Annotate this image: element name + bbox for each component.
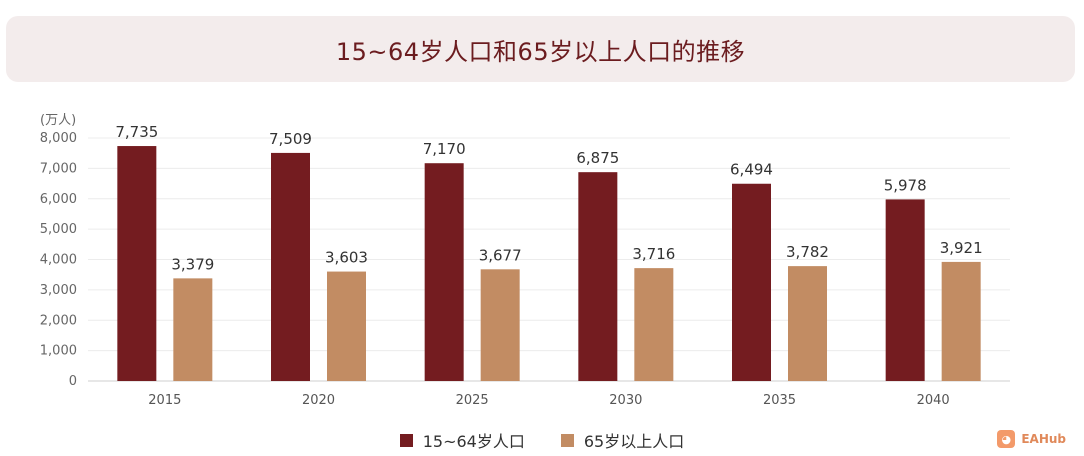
y-tick-label: 5,000 bbox=[40, 222, 77, 237]
data-label: 3,603 bbox=[325, 249, 368, 267]
y-tick-label: 2,000 bbox=[40, 313, 77, 328]
data-label: 7,735 bbox=[115, 123, 158, 141]
bar-elderly bbox=[941, 261, 981, 381]
bar-elderly bbox=[788, 266, 827, 381]
watermark: ◕ EAHub bbox=[997, 430, 1066, 448]
data-label: 3,921 bbox=[940, 239, 983, 257]
eahub-logo-icon: ◕ bbox=[997, 430, 1016, 448]
legend-swatch-working-age bbox=[399, 433, 413, 447]
x-tick-label: 2015 bbox=[148, 393, 181, 408]
chart-title: 15~64岁人口和65岁以上人口的推移 bbox=[335, 37, 746, 66]
bar-working-age bbox=[578, 172, 618, 381]
bar-working-age bbox=[117, 146, 157, 381]
x-tick-label: 2025 bbox=[456, 393, 489, 408]
legend-label-working-age: 15~64岁人口 bbox=[422, 432, 525, 451]
bar-working-age bbox=[271, 152, 310, 381]
data-label: 3,677 bbox=[479, 246, 522, 264]
bar-elderly bbox=[634, 268, 674, 381]
y-tick-label: 7,000 bbox=[40, 161, 77, 176]
data-label: 3,379 bbox=[171, 255, 214, 273]
y-tick-label: 3,000 bbox=[40, 283, 77, 298]
data-label: 7,170 bbox=[423, 140, 466, 158]
data-label: 6,494 bbox=[730, 161, 773, 179]
y-tick-label: 0 bbox=[69, 374, 77, 389]
legend-label-elderly: 65岁以上人口 bbox=[583, 432, 685, 451]
legend-item-elderly: 65岁以上人口 bbox=[560, 428, 685, 452]
bar-working-age bbox=[424, 163, 464, 381]
x-tick-label: 2040 bbox=[917, 393, 950, 408]
watermark-text: EAHub bbox=[1021, 432, 1066, 446]
y-tick-label: 4,000 bbox=[40, 253, 77, 268]
legend: 15~64岁人口 65岁以上人口 bbox=[0, 428, 1084, 452]
legend-item-working-age: 15~64岁人口 bbox=[399, 428, 525, 452]
y-tick-label: 8,000 bbox=[40, 131, 77, 146]
data-label: 6,875 bbox=[576, 149, 619, 167]
x-tick-label: 2020 bbox=[302, 393, 335, 408]
bar-chart: (万人) 0 1,000 2,000 3,000 4,000 5,000 6,000 7,000… bbox=[40, 113, 1010, 408]
bar-elderly bbox=[480, 269, 520, 381]
data-label: 3,716 bbox=[632, 245, 675, 263]
bar-working-age bbox=[732, 183, 771, 381]
y-tick-label: 6,000 bbox=[40, 192, 77, 207]
data-label: 7,509 bbox=[269, 130, 312, 148]
y-tick-label: 1,000 bbox=[40, 344, 77, 359]
bar-elderly bbox=[327, 271, 366, 381]
data-label: 3,782 bbox=[786, 243, 829, 261]
bar-working-age bbox=[885, 199, 925, 381]
y-axis-unit-label: (万人) bbox=[40, 113, 76, 128]
chart-title-box: 15~64岁人口和65岁以上人口的推移 bbox=[6, 16, 1075, 82]
x-tick-label: 2035 bbox=[763, 393, 796, 408]
x-tick-label: 2030 bbox=[609, 393, 642, 408]
legend-swatch-elderly bbox=[560, 433, 574, 447]
bar-elderly bbox=[173, 278, 213, 381]
data-label: 5,978 bbox=[884, 176, 927, 194]
